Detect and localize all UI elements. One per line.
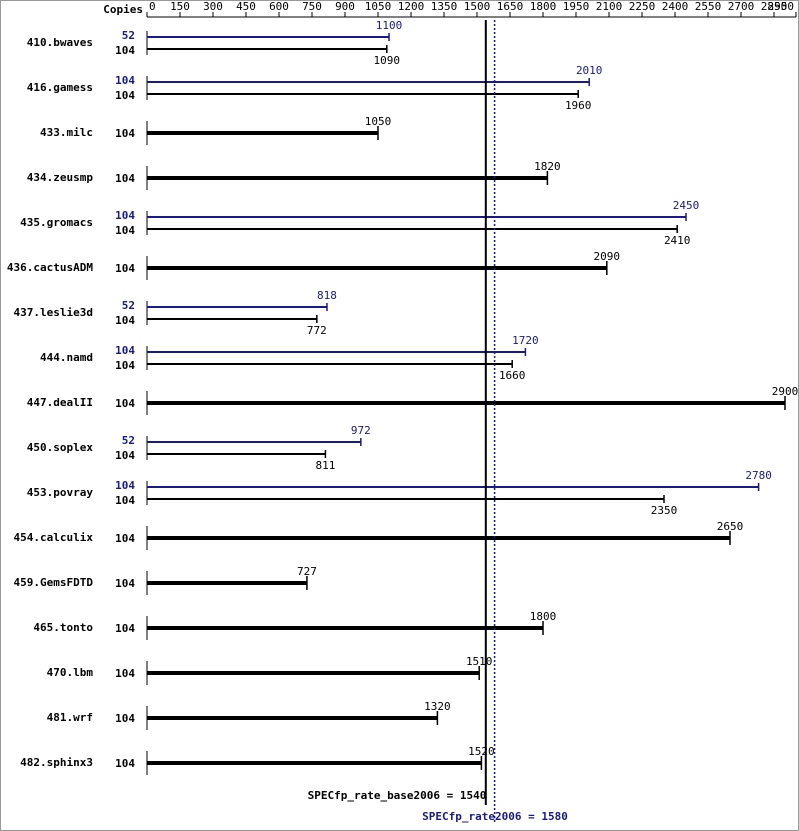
peak-summary: SPECfp_rate2006 = 1580 xyxy=(422,810,568,823)
x-tick-label: 2700 xyxy=(728,0,755,13)
value-label: 2410 xyxy=(664,234,691,247)
base-copies: 104 xyxy=(115,397,135,410)
value-label: 1800 xyxy=(530,610,557,623)
base-copies: 104 xyxy=(115,224,135,237)
x-tick-label: 2850 xyxy=(761,0,788,13)
value-label: 727 xyxy=(297,565,317,578)
x-tick-label: 1950 xyxy=(563,0,590,13)
value-label: 1320 xyxy=(424,700,451,713)
peak-copies: 104 xyxy=(115,74,135,87)
value-label: 2650 xyxy=(717,520,744,533)
value-label: 1720 xyxy=(512,334,539,347)
copies-header: Copies xyxy=(103,3,143,16)
value-label: 2010 xyxy=(576,64,603,77)
value-label: 2090 xyxy=(594,250,621,263)
base-copies: 104 xyxy=(115,44,135,57)
x-tick-label: 150 xyxy=(170,0,190,13)
value-label: 772 xyxy=(307,324,327,337)
base-copies: 104 xyxy=(115,449,135,462)
benchmark-name: 482.sphinx3 xyxy=(20,756,93,769)
base-copies: 104 xyxy=(115,712,135,725)
value-label: 2780 xyxy=(745,469,772,482)
value-label: 1960 xyxy=(565,99,592,112)
benchmark-name: 453.povray xyxy=(27,486,94,499)
benchmark-name: 450.soplex xyxy=(27,441,94,454)
x-tick-label: 1200 xyxy=(398,0,425,13)
benchmark-name: 444.namd xyxy=(40,351,93,364)
base-copies: 104 xyxy=(115,262,135,275)
value-label: 811 xyxy=(315,459,335,472)
benchmark-name: 470.lbm xyxy=(47,666,94,679)
x-tick-label: 0 xyxy=(149,0,156,13)
peak-copies: 52 xyxy=(122,299,135,312)
benchmark-name: 437.leslie3d xyxy=(14,306,93,319)
benchmark-name: 435.gromacs xyxy=(20,216,93,229)
base-copies: 104 xyxy=(115,314,135,327)
value-label: 1090 xyxy=(374,54,401,67)
peak-copies: 52 xyxy=(122,29,135,42)
value-label: 972 xyxy=(351,424,371,437)
base-copies: 104 xyxy=(115,532,135,545)
x-tick-label: 450 xyxy=(236,0,256,13)
value-label: 818 xyxy=(317,289,337,302)
base-copies: 104 xyxy=(115,172,135,185)
benchmark-name: 447.dealII xyxy=(27,396,93,409)
x-tick-label: 2400 xyxy=(662,0,689,13)
x-tick-label: 300 xyxy=(203,0,223,13)
benchmark-name: 454.calculix xyxy=(14,531,94,544)
x-tick-label: 1650 xyxy=(497,0,524,13)
benchmark-name: 434.zeusmp xyxy=(27,171,94,184)
peak-copies: 104 xyxy=(115,344,135,357)
base-copies: 104 xyxy=(115,667,135,680)
benchmark-name: 481.wrf xyxy=(47,711,93,724)
benchmark-name: 416.gamess xyxy=(27,81,93,94)
peak-copies: 104 xyxy=(115,209,135,222)
base-copies: 104 xyxy=(115,622,135,635)
benchmark-name: 433.milc xyxy=(40,126,93,139)
base-copies: 104 xyxy=(115,359,135,372)
value-label: 1660 xyxy=(499,369,526,382)
x-tick-label: 750 xyxy=(302,0,322,13)
base-summary: SPECfp_rate_base2006 = 1540 xyxy=(308,789,487,802)
x-tick-label: 1050 xyxy=(365,0,392,13)
x-tick-label: 1500 xyxy=(464,0,491,13)
x-tick-label: 2550 xyxy=(695,0,722,13)
x-tick-label: 2250 xyxy=(629,0,656,13)
base-copies: 104 xyxy=(115,577,135,590)
value-label: 1100 xyxy=(376,19,403,32)
x-tick-label: 2950 xyxy=(768,0,795,13)
peak-copies: 52 xyxy=(122,434,135,447)
x-tick-label: 2100 xyxy=(596,0,623,13)
x-tick-label: 600 xyxy=(269,0,289,13)
base-copies: 104 xyxy=(115,494,135,507)
benchmark-name: 436.cactusADM xyxy=(7,261,93,274)
x-tick-label: 1800 xyxy=(530,0,557,13)
peak-copies: 104 xyxy=(115,479,135,492)
value-label: 2450 xyxy=(673,199,700,212)
value-label: 1050 xyxy=(365,115,392,128)
x-tick-label: 900 xyxy=(335,0,355,13)
benchmark-name: 459.GemsFDTD xyxy=(14,576,94,589)
value-label: 2350 xyxy=(651,504,678,517)
value-label: 1520 xyxy=(468,745,495,758)
base-copies: 104 xyxy=(115,757,135,770)
x-tick-label: 1350 xyxy=(431,0,458,13)
benchmark-name: 465.tonto xyxy=(33,621,93,634)
value-label: 2900 xyxy=(772,385,799,398)
value-label: 1510 xyxy=(466,655,493,668)
value-label: 1820 xyxy=(534,160,561,173)
base-copies: 104 xyxy=(115,127,135,140)
benchmark-name: 410.bwaves xyxy=(27,36,93,49)
base-copies: 104 xyxy=(115,89,135,102)
